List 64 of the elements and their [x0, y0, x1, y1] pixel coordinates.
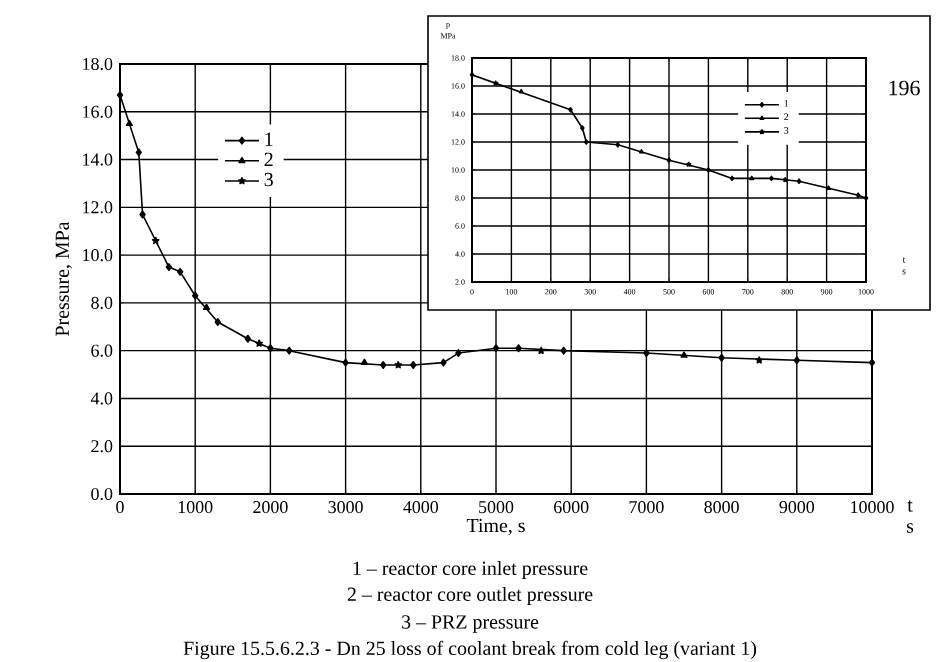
y-tick-label: 4.0: [90, 392, 113, 405]
point: [380, 361, 387, 369]
text: 196: [889, 80, 920, 96]
x-tick-label: 10000: [851, 501, 894, 514]
point: [151, 236, 160, 245]
text: 3 – PRZ pressure: [402, 615, 539, 633]
y-axis-title: Pressure, MPa: [55, 221, 72, 336]
point: [267, 344, 274, 353]
y-tick-label: 16.0: [83, 105, 113, 118]
point: [680, 351, 688, 358]
point: [440, 358, 447, 367]
y-tick-label: 6.0: [91, 344, 113, 357]
point: [755, 356, 764, 364]
point: [718, 353, 725, 362]
legend-label: 1: [265, 132, 273, 146]
point: [515, 344, 522, 353]
text: 1 – reactor core inlet pressure: [353, 560, 588, 580]
point: [286, 346, 293, 355]
x-tick-label: 3000: [328, 501, 363, 514]
x-tick-label: 1000: [178, 501, 213, 514]
point: [244, 334, 252, 343]
x-tick-label: 0: [116, 501, 124, 514]
x-tick-label: 2000: [253, 501, 288, 514]
point: [560, 346, 567, 355]
point: [135, 148, 142, 157]
point: [360, 358, 368, 365]
point: [394, 361, 403, 369]
point: [342, 358, 349, 367]
point: [455, 349, 462, 358]
legend-label: 2: [264, 152, 273, 166]
y-tick-label: 0.0: [91, 487, 113, 501]
x-tick-label: 8000: [704, 501, 739, 514]
x-tick-label: 7000: [629, 501, 664, 514]
y-tick-label: 18.0: [83, 57, 113, 71]
y-tick-label: 2.0: [91, 440, 113, 453]
point: [125, 119, 133, 127]
text: t: [907, 500, 913, 512]
x-axis-title: Time, s: [466, 518, 525, 536]
point: [165, 263, 173, 272]
point: [492, 344, 500, 353]
point: [116, 91, 124, 100]
legend-label: 3: [264, 172, 273, 187]
point: [139, 210, 146, 219]
x-tick-label: 6000: [554, 501, 589, 514]
text: s: [906, 523, 914, 533]
text: Figure 15.5.6.2.3 - Dn 25 loss of coolant break from cold leg (variant 1): [183, 640, 757, 660]
point: [214, 318, 221, 326]
y-tick-label: 12.0: [83, 201, 113, 214]
point: [192, 291, 199, 300]
point: [643, 349, 650, 358]
point: [176, 267, 184, 276]
point: [202, 303, 211, 311]
point: [793, 356, 800, 365]
y-tick-label: 10.0: [83, 249, 113, 262]
x-tick-label: 5000: [479, 501, 514, 514]
text: 2 – reactor core outlet pressure: [347, 586, 593, 606]
point: [868, 358, 876, 367]
x-tick-label: 4000: [403, 501, 439, 514]
y-tick-label: 14.0: [83, 153, 113, 166]
point: [255, 339, 263, 347]
point: [410, 361, 417, 369]
point: [537, 346, 545, 355]
x-tick-label: 9000: [779, 501, 815, 514]
y-tick-label: 8.0: [91, 296, 113, 309]
